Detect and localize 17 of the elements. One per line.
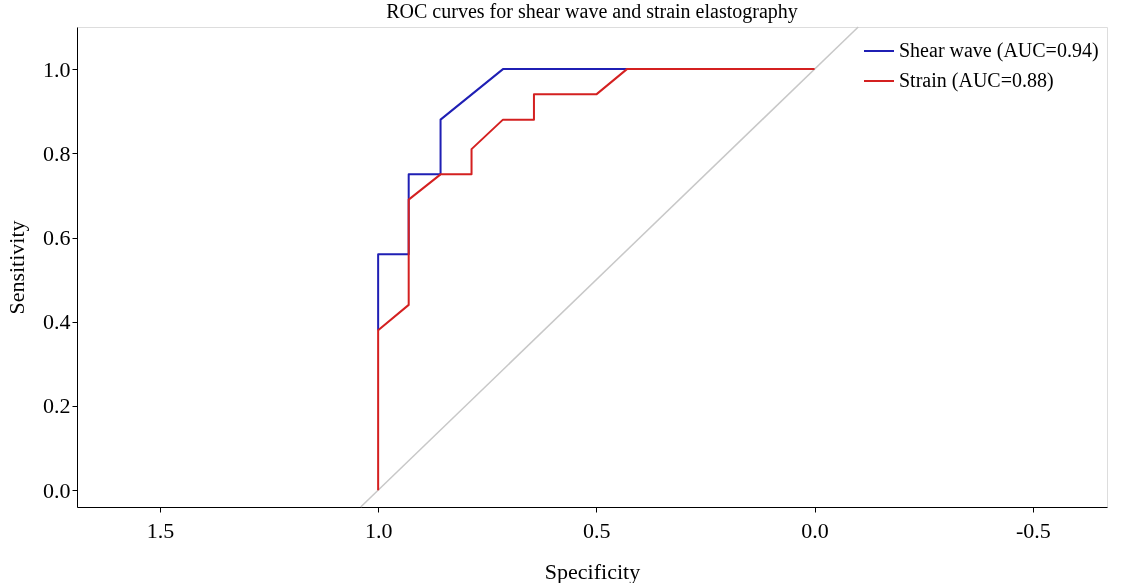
x-tick-label: 0.0 (801, 517, 829, 543)
chart-title: ROC curves for shear wave and strain elastography (386, 0, 798, 24)
y-tick-label: 0.4 (43, 309, 71, 335)
x-tick-label: 1.5 (146, 517, 175, 543)
x-tick-label: 1.0 (364, 517, 393, 543)
x-tick-label: -0.5 (1015, 517, 1051, 543)
y-tick-label: 0.8 (43, 140, 71, 166)
y-tick-label: 0.6 (43, 225, 71, 251)
x-axis-title: Specificity (544, 558, 641, 583)
legend-label: Strain (AUC=0.88) (899, 69, 1054, 92)
x-tick-label: 0.5 (583, 517, 611, 543)
line-series (377, 68, 816, 492)
y-tick-label: 0.0 (43, 477, 71, 503)
y-tick-label: 1.0 (43, 56, 71, 82)
legend-label: Shear wave (AUC=0.94) (899, 39, 1099, 62)
y-axis-title: Sensitivity (4, 220, 29, 315)
y-tick-label: 0.2 (43, 393, 71, 419)
